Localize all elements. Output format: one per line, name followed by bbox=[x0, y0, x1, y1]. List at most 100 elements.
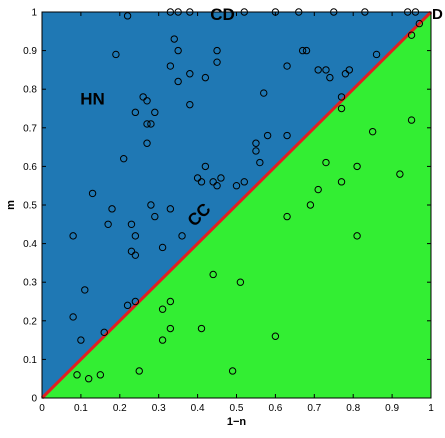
x-tick-label: 0.1 bbox=[74, 403, 88, 414]
x-tick-label: 0.8 bbox=[346, 403, 360, 414]
y-tick-label: 0.8 bbox=[23, 85, 37, 96]
data-point bbox=[353, 232, 361, 240]
x-tick-label: 0.3 bbox=[152, 403, 166, 414]
data-point bbox=[127, 247, 136, 256]
data-point bbox=[201, 162, 210, 171]
y-tick-label: 0.4 bbox=[23, 239, 37, 250]
data-point bbox=[298, 46, 307, 55]
data-point bbox=[170, 35, 178, 43]
data-point bbox=[372, 50, 381, 59]
data-point bbox=[353, 162, 361, 171]
data-point bbox=[337, 178, 346, 186]
data-point bbox=[166, 324, 175, 333]
data-point bbox=[232, 182, 241, 190]
region-label-hn: HN bbox=[80, 90, 105, 109]
x-tick-label: 0.5 bbox=[230, 403, 244, 414]
y-tick-label: 0.2 bbox=[23, 316, 37, 327]
y-tick-label: 0.1 bbox=[23, 355, 37, 366]
data-point bbox=[240, 178, 248, 186]
data-point bbox=[143, 139, 151, 147]
data-point bbox=[166, 205, 175, 213]
data-point bbox=[186, 70, 194, 78]
data-point bbox=[213, 182, 221, 190]
data-point bbox=[143, 97, 151, 105]
x-tick-label: 0 bbox=[39, 403, 45, 414]
data-point bbox=[174, 46, 182, 55]
data-point bbox=[217, 174, 225, 182]
data-point bbox=[228, 367, 237, 375]
data-point bbox=[186, 100, 194, 109]
data-point bbox=[143, 120, 151, 128]
y-tick-label: 0.9 bbox=[23, 46, 37, 57]
data-point bbox=[197, 324, 206, 333]
data-point bbox=[131, 297, 140, 306]
data-point bbox=[104, 220, 112, 229]
data-point bbox=[131, 251, 140, 259]
data-point bbox=[326, 73, 334, 82]
data-point bbox=[213, 46, 221, 55]
x-tick-label: 0.9 bbox=[385, 403, 399, 414]
data-point bbox=[407, 31, 416, 39]
ticks: 0 0.1 0.2 0.3 0.4 0.5 0.6 0.7 0.8 0.9 1 0 0.1 0.2 0.3 0… bbox=[23, 8, 434, 415]
data-point bbox=[69, 313, 77, 321]
x-tick-label: 0.6 bbox=[268, 403, 282, 414]
data-point bbox=[252, 147, 260, 155]
data-point bbox=[283, 62, 291, 70]
data-point bbox=[193, 174, 202, 182]
data-point bbox=[314, 185, 322, 194]
data-point bbox=[197, 178, 206, 186]
data-point bbox=[131, 108, 140, 117]
data-point bbox=[158, 336, 167, 344]
annotation-cd: CD bbox=[210, 5, 235, 24]
x-axis-label: 1−n bbox=[227, 416, 247, 428]
data-point bbox=[151, 108, 159, 117]
data-point bbox=[314, 66, 322, 74]
data-point bbox=[151, 212, 159, 221]
data-point bbox=[306, 201, 315, 209]
data-point bbox=[209, 178, 217, 186]
data-point bbox=[108, 205, 116, 213]
points bbox=[69, 8, 424, 383]
data-point bbox=[337, 104, 346, 113]
data-point bbox=[283, 212, 291, 221]
data-point bbox=[77, 336, 85, 344]
data-point bbox=[158, 305, 167, 313]
y-tick-label: 0.7 bbox=[23, 123, 37, 134]
data-point bbox=[158, 243, 167, 252]
x-tick-label: 0.7 bbox=[307, 403, 321, 414]
y-tick-label: 0 bbox=[31, 394, 37, 405]
data-point bbox=[96, 371, 105, 379]
data-point bbox=[271, 332, 280, 340]
data-point bbox=[135, 367, 143, 375]
y-tick-label: 0.3 bbox=[23, 278, 37, 289]
data-point bbox=[147, 120, 155, 128]
data-point bbox=[283, 131, 291, 140]
y-tick-label: 1 bbox=[31, 8, 37, 19]
data-point bbox=[341, 70, 350, 78]
data-point bbox=[415, 19, 424, 28]
data-point bbox=[166, 62, 175, 70]
data-point bbox=[209, 270, 217, 279]
data-point bbox=[407, 116, 416, 124]
data-point bbox=[368, 127, 377, 136]
data-point bbox=[174, 77, 182, 86]
data-point bbox=[123, 12, 132, 20]
data-point bbox=[131, 232, 140, 240]
data-point bbox=[81, 286, 89, 294]
data-point bbox=[139, 93, 147, 101]
data-point bbox=[147, 201, 155, 209]
data-point bbox=[396, 170, 404, 178]
y-tick-label: 0.6 bbox=[23, 162, 37, 173]
data-point bbox=[88, 189, 97, 198]
data-point bbox=[119, 154, 128, 163]
data-point bbox=[256, 158, 264, 167]
x-tick-label: 1 bbox=[428, 403, 434, 414]
data-point bbox=[337, 93, 346, 101]
data-point bbox=[322, 158, 330, 167]
x-tick-label: 0.4 bbox=[191, 403, 205, 414]
x-tick-label: 0.2 bbox=[113, 403, 127, 414]
data-point bbox=[178, 232, 186, 240]
data-point bbox=[260, 89, 268, 97]
